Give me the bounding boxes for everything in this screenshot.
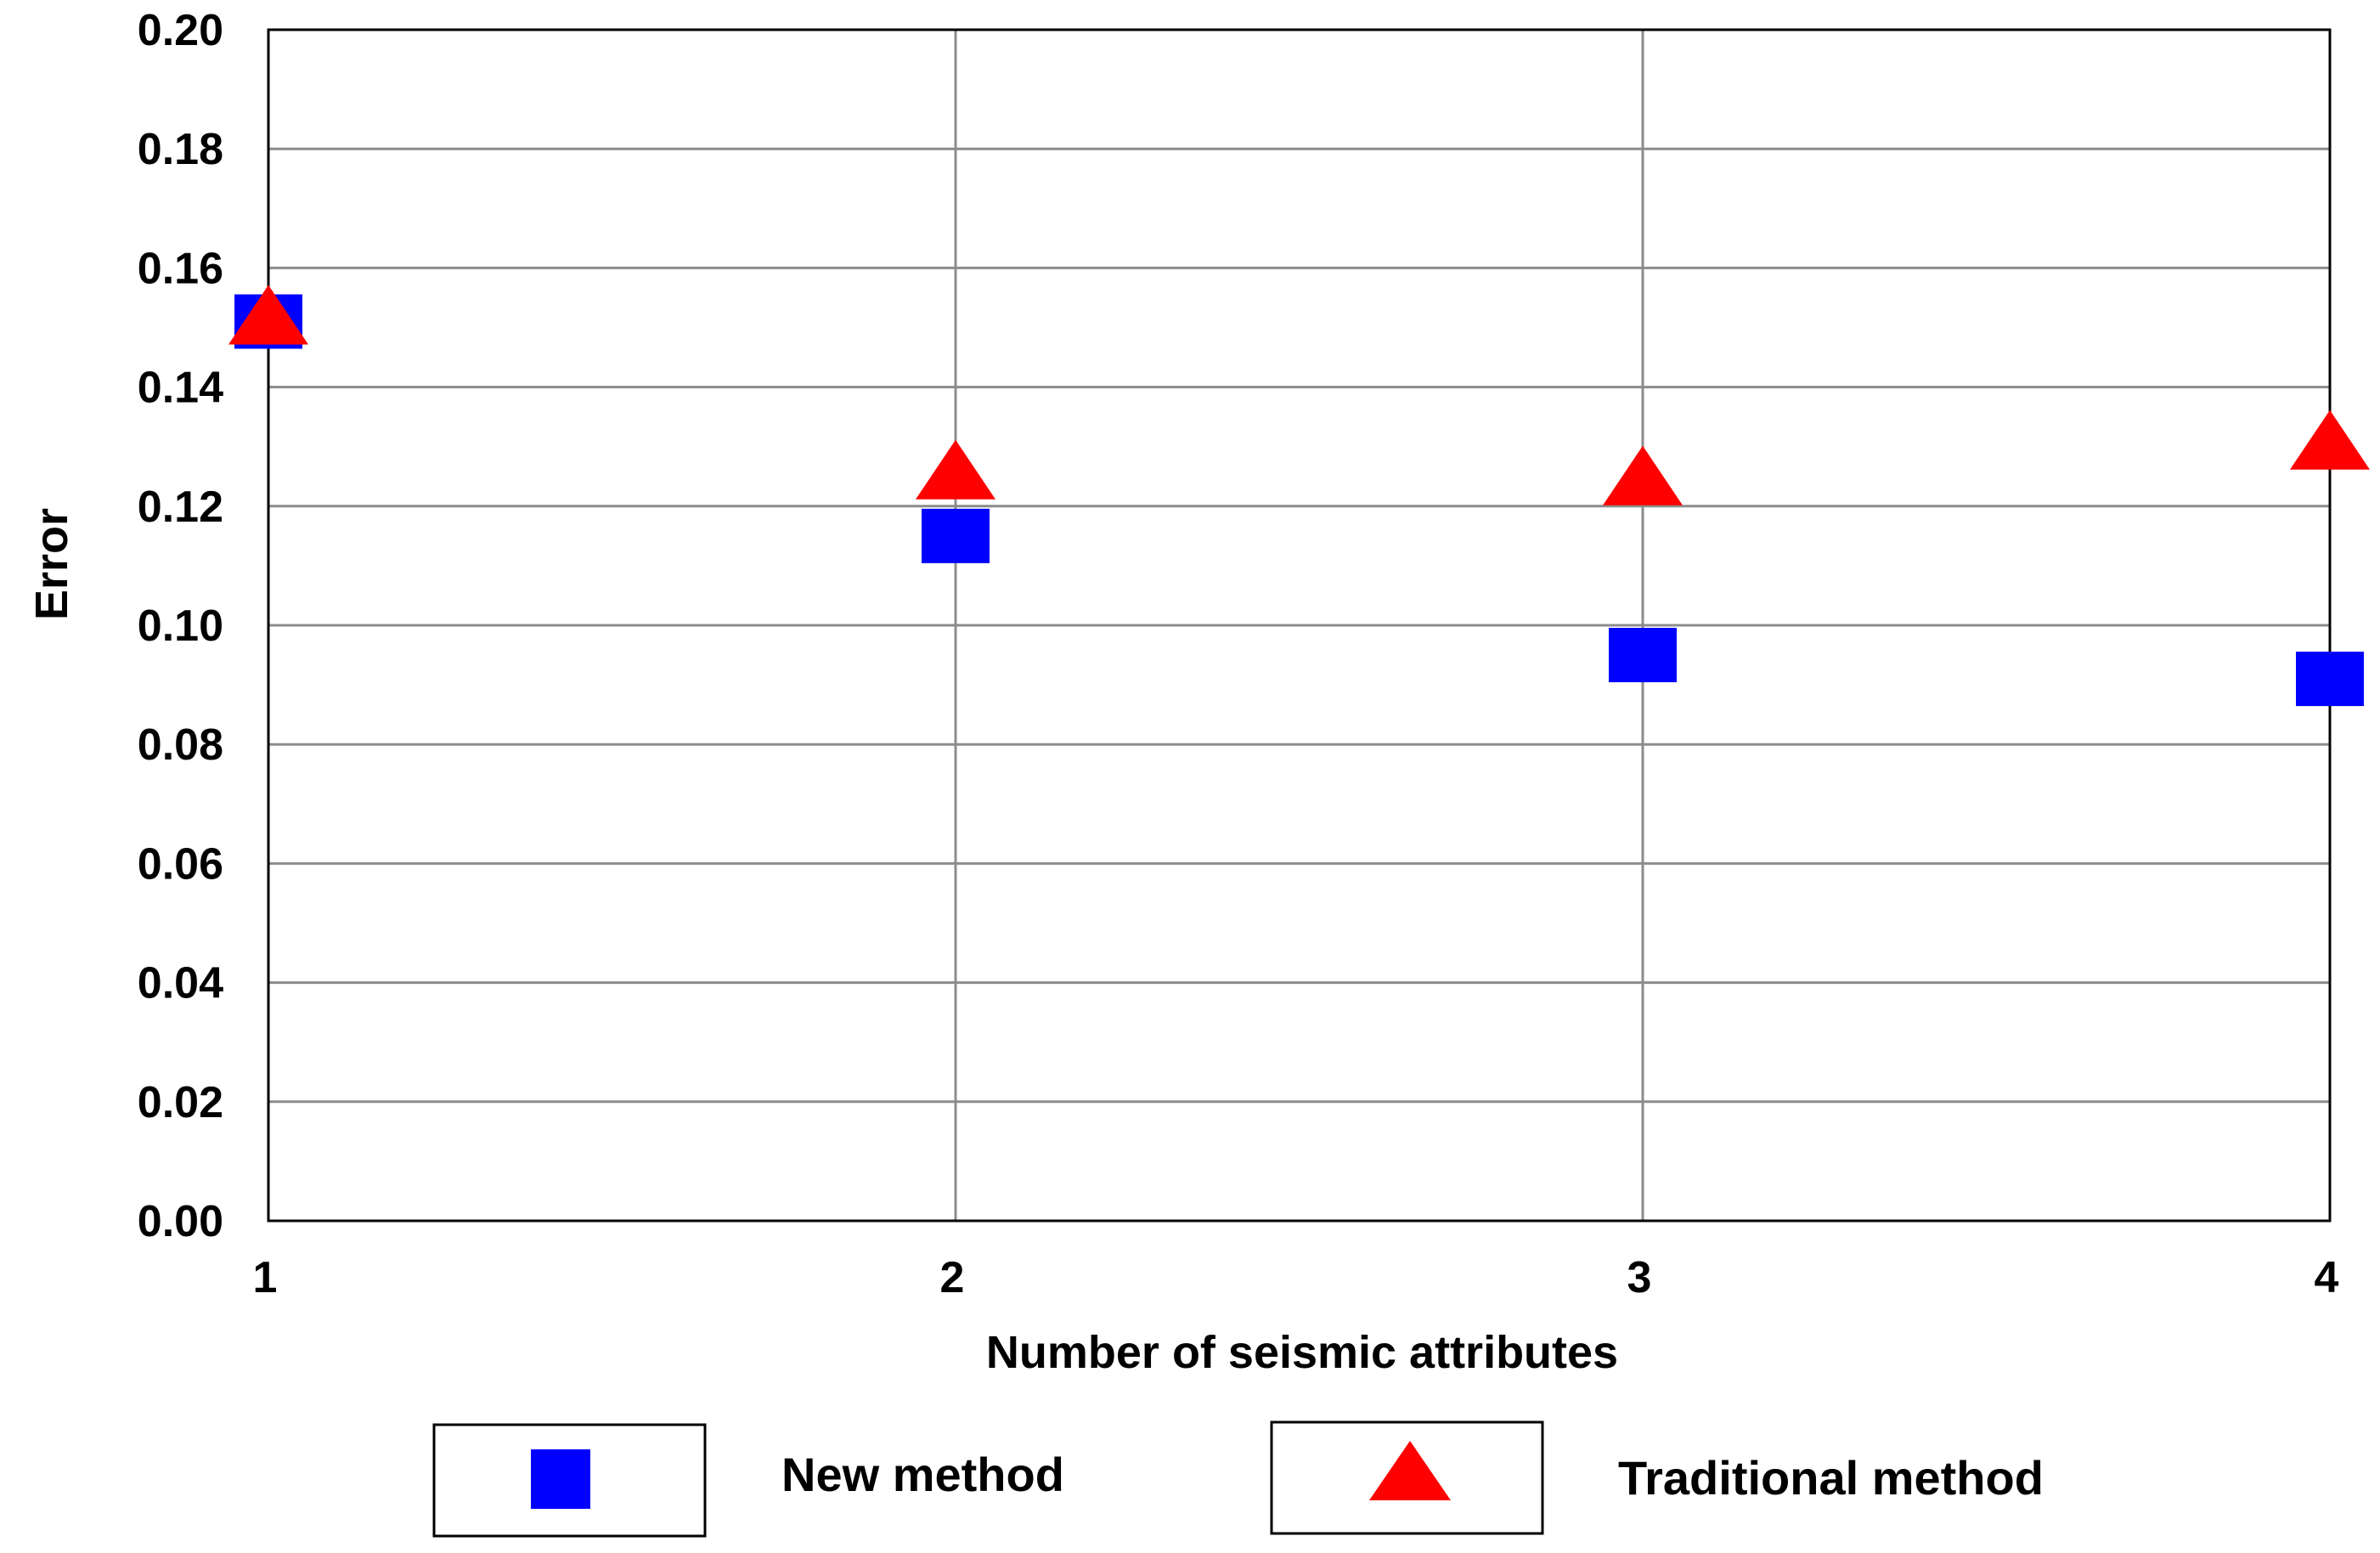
x-tick-labels: 1 2 3 4: [253, 1253, 2339, 1302]
legend-square-marker: [531, 1449, 590, 1509]
y-tick-label: 0.06: [138, 839, 223, 889]
legend-triangle-marker: [1369, 1441, 1451, 1500]
x-tick-label: 2: [940, 1253, 965, 1302]
legend-label-traditional-method: Traditional method: [1618, 1451, 2044, 1505]
legend-box-traditional-method: [1270, 1420, 1544, 1535]
y-tick-label: 0.08: [138, 720, 223, 770]
y-tick-label: 0.04: [138, 959, 223, 1008]
legend-item-traditional-method: Traditional method: [1270, 1420, 2044, 1535]
y-tick-label: 0.16: [138, 244, 223, 293]
y-axis-label: Error: [26, 508, 77, 620]
legend: New method Traditional method: [432, 1420, 2044, 1538]
x-axis-label: Number of seismic attributes: [986, 1327, 1618, 1378]
data-series: [228, 285, 2370, 707]
data-point-triangle: [1603, 445, 1683, 505]
data-point-square: [922, 508, 990, 563]
legend-box-new-method: [432, 1423, 707, 1538]
legend-item-new-method: New method: [432, 1423, 1064, 1538]
plot-frame: [267, 28, 2332, 1223]
y-tick-labels: 0.00 0.02 0.04 0.06 0.08 0.10 0.12 0.14 0.16 0.18…: [138, 6, 223, 1246]
y-tick-label: 0.20: [138, 6, 223, 55]
y-tick-label: 0.00: [138, 1197, 223, 1246]
legend-label-new-method: New method: [781, 1448, 1064, 1501]
data-point-square: [1609, 628, 1677, 683]
y-tick-label: 0.12: [138, 483, 223, 532]
y-tick-label: 0.18: [138, 125, 223, 174]
x-tick-label: 3: [1627, 1253, 1652, 1302]
y-tick-label: 0.10: [138, 601, 223, 651]
y-tick-label: 0.14: [138, 364, 223, 413]
x-tick-label: 1: [253, 1253, 278, 1302]
data-point-triangle: [916, 439, 995, 500]
data-point-triangle: [228, 285, 308, 345]
data-point-triangle: [2290, 409, 2370, 470]
grid-lines: [267, 28, 2332, 1223]
data-point-square: [2296, 652, 2364, 707]
series-0: [234, 294, 2364, 707]
series-1: [228, 285, 2370, 505]
y-tick-label: 0.02: [138, 1078, 223, 1127]
x-tick-label: 4: [2315, 1253, 2339, 1302]
